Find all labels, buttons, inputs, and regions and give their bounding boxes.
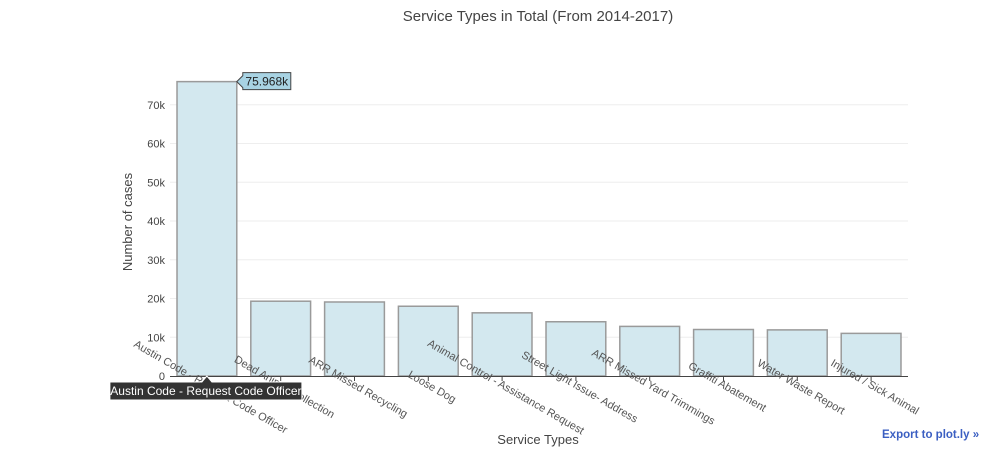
y-tick-label: 40k <box>147 216 165 228</box>
y-tick-label: 50k <box>147 177 165 189</box>
bars <box>176 80 902 377</box>
bar[interactable] <box>250 300 312 377</box>
y-tick-label: 10k <box>147 332 165 344</box>
bar[interactable] <box>545 321 607 377</box>
export-to-plotly-link[interactable]: Export to plot.ly » <box>882 429 980 441</box>
y-tick-label: 60k <box>147 139 165 151</box>
chart-title: Service Types in Total (From 2014-2017) <box>403 8 673 25</box>
hover-value-text: 75.968k <box>245 75 289 89</box>
y-tick-label: 0 <box>159 371 165 383</box>
bar[interactable] <box>766 329 828 377</box>
bar[interactable] <box>692 328 755 377</box>
hover-value-label: 75.968k <box>236 72 292 91</box>
gridlines <box>170 104 908 338</box>
hover-labels: 75.968k Austin Code - Request Code Office… <box>109 72 303 401</box>
x-axis-title: Service Types <box>497 432 579 447</box>
hover-category-label: Austin Code - Request Code Officer <box>109 375 303 401</box>
y-tick-label: 20k <box>147 294 165 306</box>
bar[interactable] <box>176 80 238 377</box>
bar[interactable] <box>840 332 902 377</box>
bar[interactable] <box>471 312 533 377</box>
y-axis-title: Number of cases <box>120 172 135 271</box>
y-tick-label: 30k <box>147 255 165 267</box>
bar[interactable] <box>323 301 386 377</box>
y-tick-label: 70k <box>147 100 165 112</box>
axes: 0 10k 20k 30k 40k 50k 60k 70k <box>147 100 908 383</box>
hover-category-text: Austin Code - Request Code Officer <box>110 384 301 398</box>
